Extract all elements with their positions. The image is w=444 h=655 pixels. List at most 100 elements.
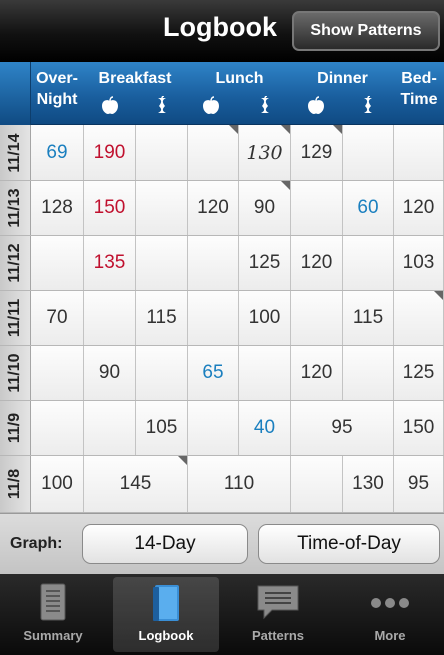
log-cell[interactable]: 150 — [394, 401, 444, 455]
row-date: 11/11 — [0, 291, 31, 345]
glucose-value: 135 — [93, 252, 126, 273]
log-cell[interactable] — [84, 401, 136, 455]
tab-summary[interactable]: Summary — [0, 577, 106, 652]
log-cell[interactable] — [31, 401, 84, 455]
note-corner-icon — [229, 125, 238, 134]
glucose-value: 65 — [202, 362, 224, 383]
log-cell[interactable] — [188, 291, 239, 345]
log-cell[interactable]: 110 — [188, 456, 291, 512]
date-corner — [0, 62, 31, 125]
row-date-label: 11/10 — [6, 353, 23, 393]
log-cell[interactable] — [188, 401, 239, 455]
log-cell[interactable] — [291, 456, 343, 512]
graph-14-day-button[interactable]: 14-Day — [82, 524, 248, 564]
logbook-row: 11/13 128 150 120 90 60 120 — [0, 181, 444, 236]
log-cell[interactable] — [136, 125, 188, 180]
tab-bar: Summary Logbook Patterns More — [0, 574, 444, 655]
log-cell[interactable] — [31, 236, 84, 290]
glucose-value: 129 — [300, 141, 333, 163]
log-cell[interactable] — [31, 346, 84, 400]
log-cell[interactable]: 100 — [239, 291, 291, 345]
row-date-label: 11/13 — [6, 188, 23, 228]
glucose-value: 125 — [402, 362, 435, 383]
glucose-value: 95 — [407, 473, 430, 494]
log-cell[interactable] — [343, 236, 394, 290]
after-meal-core-icon — [357, 96, 379, 116]
log-cell[interactable]: 95 — [291, 401, 394, 455]
log-cell[interactable]: 115 — [136, 291, 188, 345]
log-cell[interactable]: 103 — [394, 236, 444, 290]
log-cell[interactable]: 129 — [291, 125, 343, 180]
tab-more[interactable]: More — [337, 577, 443, 652]
glucose-value: 115 — [146, 307, 177, 328]
log-cell[interactable]: 120 — [188, 181, 239, 235]
logbook-row: 11/9 105 40 95 150 — [0, 401, 444, 456]
tab-logbook[interactable]: Logbook — [113, 577, 219, 652]
log-cell[interactable]: 130 — [343, 456, 394, 512]
note-corner-icon — [281, 181, 290, 190]
tab-patterns[interactable]: Patterns — [225, 577, 331, 652]
logbook-row: 11/12 135 125 120 103 — [0, 236, 444, 291]
glucose-value: 125 — [248, 252, 281, 273]
log-cell[interactable]: 190 — [84, 125, 136, 180]
row-date-label: 11/12 — [6, 243, 23, 283]
log-cell[interactable] — [394, 125, 444, 180]
log-cell[interactable]: 65 — [188, 346, 239, 400]
log-cell[interactable]: 69 — [31, 125, 84, 180]
log-cell[interactable]: 120 — [291, 346, 343, 400]
log-cell[interactable]: 60 — [343, 181, 394, 235]
log-cell[interactable]: 120 — [394, 181, 444, 235]
log-cell[interactable]: 128 — [31, 181, 84, 235]
glucose-value: 150 — [93, 197, 126, 218]
column-breakfast: Breakfast — [98, 70, 172, 87]
glucose-value: 120 — [300, 252, 333, 273]
log-cell[interactable] — [343, 346, 394, 400]
speech-bubble-icon — [256, 583, 300, 626]
log-cell[interactable] — [136, 346, 188, 400]
log-cell[interactable]: 125 — [239, 236, 291, 290]
logbook-row: 11/11 70 115 100 115 — [0, 291, 444, 346]
row-date: 11/13 — [0, 181, 31, 235]
log-cell[interactable] — [291, 181, 343, 235]
show-patterns-button[interactable]: Show Patterns — [292, 11, 440, 51]
log-cell[interactable]: 135 — [84, 236, 136, 290]
log-cell[interactable] — [84, 291, 136, 345]
log-cell[interactable]: 105 — [136, 401, 188, 455]
column-dinner: Dinner — [317, 70, 368, 87]
row-date: 11/14 — [0, 125, 31, 180]
log-cell[interactable] — [343, 125, 394, 180]
log-cell[interactable] — [188, 125, 239, 180]
log-cell[interactable]: 120 — [291, 236, 343, 290]
tab-summary-label: Summary — [23, 628, 83, 643]
log-cell[interactable] — [188, 236, 239, 290]
log-cell[interactable]: 40 — [239, 401, 291, 455]
log-cell[interactable]: 70 — [31, 291, 84, 345]
glucose-value: 40 — [253, 417, 276, 438]
log-cell[interactable]: 130 — [239, 125, 291, 180]
log-cell[interactable] — [291, 291, 343, 345]
log-cell[interactable]: 150 — [84, 181, 136, 235]
glucose-value: 130 — [246, 141, 283, 164]
log-cell[interactable]: 90 — [84, 346, 136, 400]
log-cell[interactable]: 115 — [343, 291, 394, 345]
before-meal-apple-icon — [200, 96, 222, 116]
logbook-row: 11/10 90 65 120 125 — [0, 346, 444, 401]
log-cell[interactable] — [136, 236, 188, 290]
log-cell[interactable]: 145 — [84, 456, 188, 512]
nav-bar: Logbook Show Patterns — [0, 0, 444, 62]
log-cell[interactable]: 90 — [239, 181, 291, 235]
document-icon — [40, 583, 66, 626]
graph-time-of-day-button[interactable]: Time-of-Day — [258, 524, 440, 564]
log-cell[interactable] — [394, 291, 444, 345]
log-cell[interactable]: 95 — [394, 456, 444, 512]
log-cell[interactable] — [239, 346, 291, 400]
log-cell[interactable]: 100 — [31, 456, 84, 512]
log-cell[interactable] — [136, 181, 188, 235]
column-lunch: Lunch — [215, 70, 264, 87]
column-bedtime: Bed- Time — [400, 70, 438, 108]
glucose-value: 100 — [41, 473, 73, 494]
more-dots-icon — [368, 583, 412, 626]
log-cell[interactable]: 125 — [394, 346, 444, 400]
graph-label: Graph: — [10, 535, 63, 552]
note-corner-icon — [333, 125, 342, 134]
